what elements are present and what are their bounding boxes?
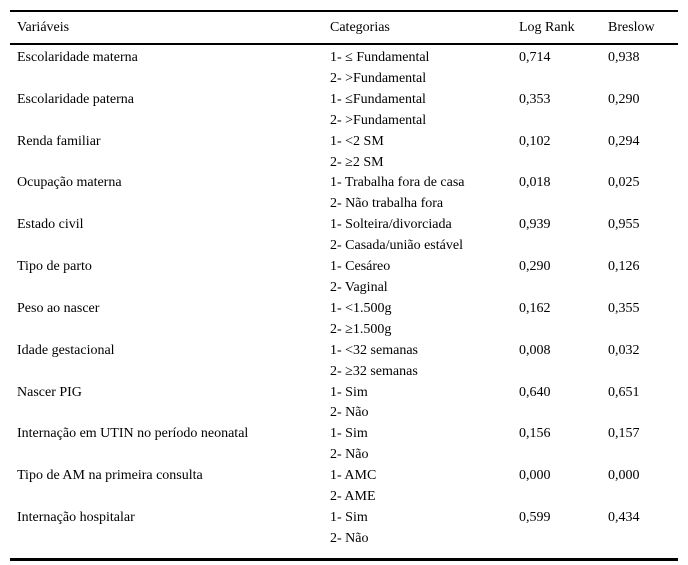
category-option-2: 2- Vaginal xyxy=(330,279,388,295)
category-option-2: 2- Não trabalha fora xyxy=(330,196,444,212)
log-rank-value: 0,290 xyxy=(519,259,551,275)
category-option-1: 1- ≤Fundamental xyxy=(330,91,426,107)
category-list: 1- Solteira/divorciada 2- Casada/união e… xyxy=(330,215,519,257)
table-row: Escolaridade paterna 1- ≤Fundamental 2- … xyxy=(17,90,678,132)
breslow-value: 0,157 xyxy=(608,426,640,442)
category-list: 1- ≤Fundamental 2- >Fundamental xyxy=(330,90,519,132)
breslow-value: 0,126 xyxy=(608,259,640,275)
table-row: Estado civil 1- Solteira/divorciada 2- C… xyxy=(17,215,678,257)
variable-name: Internação em UTIN no período neonatal xyxy=(17,426,249,442)
table-row: Internação em UTIN no período neonatal 1… xyxy=(17,424,678,466)
category-option-1: 1- ≤ Fundamental xyxy=(330,50,430,65)
column-header-variaveis: Variáveis xyxy=(17,20,70,35)
table-row: Tipo de parto 1- Cesáreo 2- Vaginal 0,29… xyxy=(17,257,678,299)
variable-name: Renda familiar xyxy=(17,133,101,149)
variable-name: Escolaridade materna xyxy=(17,50,138,65)
variable-name: Tipo de AM na primeira consulta xyxy=(17,468,203,484)
category-list: 1- <2 SM 2- ≥2 SM xyxy=(330,132,519,174)
variable-name: Escolaridade paterna xyxy=(17,91,134,107)
log-rank-value: 0,353 xyxy=(519,91,551,107)
log-rank-value: 0,714 xyxy=(519,50,551,65)
category-option-2: 2- AME xyxy=(330,489,376,505)
category-option-1: 1- Sim xyxy=(330,509,368,525)
breslow-value: 0,025 xyxy=(608,175,640,191)
table-row: Peso ao nascer 1- <1.500g 2- ≥1.500g 0,1… xyxy=(17,299,678,341)
breslow-value: 0,294 xyxy=(608,133,640,149)
variable-name: Internação hospitalar xyxy=(17,509,135,525)
log-rank-value: 0,102 xyxy=(519,133,551,149)
variable-name: Peso ao nascer xyxy=(17,300,100,316)
category-option-1: 1- <32 semanas xyxy=(330,342,418,358)
variable-name: Ocupação materna xyxy=(17,175,122,191)
category-option-1: 1- Sim xyxy=(330,384,368,400)
table-row: Renda familiar 1- <2 SM 2- ≥2 SM 0,102 0… xyxy=(17,132,678,174)
category-list: 1- <1.500g 2- ≥1.500g xyxy=(330,299,519,341)
table-row: Nascer PIG 1- Sim 2- Não 0,640 0,651 xyxy=(17,383,678,425)
category-option-2: 2- Não xyxy=(330,530,369,546)
log-rank-value: 0,018 xyxy=(519,175,551,191)
category-list: 1- <32 semanas 2- ≥32 semanas xyxy=(330,341,519,383)
log-rank-value: 0,162 xyxy=(519,300,551,316)
category-option-2: 2- ≥2 SM xyxy=(330,154,384,170)
category-option-1: 1- Sim xyxy=(330,426,368,442)
category-option-2: 2- ≥1.500g xyxy=(330,321,392,337)
breslow-value: 0,000 xyxy=(608,468,640,484)
category-option-1: 1- <2 SM xyxy=(330,133,384,149)
category-list: 1- Sim 2- Não xyxy=(330,508,519,550)
category-option-2: 2- Não xyxy=(330,405,369,421)
variable-name: Tipo de parto xyxy=(17,259,92,275)
breslow-value: 0,651 xyxy=(608,384,640,400)
variable-name: Nascer PIG xyxy=(17,384,82,400)
category-list: 1- ≤ Fundamental 2- >Fundamental xyxy=(330,48,519,90)
breslow-value: 0,355 xyxy=(608,300,640,316)
column-header-breslow: Breslow xyxy=(608,20,655,35)
log-rank-value: 0,156 xyxy=(519,426,551,442)
log-rank-value: 0,599 xyxy=(519,509,551,525)
category-option-2: 2- Casada/união estável xyxy=(330,238,463,254)
breslow-value: 0,955 xyxy=(608,217,640,233)
breslow-value: 0,032 xyxy=(608,342,640,358)
table-row: Escolaridade materna 1- ≤ Fundamental 2-… xyxy=(17,48,678,90)
table-body: Escolaridade materna 1- ≤ Fundamental 2-… xyxy=(10,45,678,558)
category-list: 1- Sim 2- Não xyxy=(330,424,519,466)
table-row: Ocupação materna 1- Trabalha fora de cas… xyxy=(17,173,678,215)
category-list: 1- AMC 2- AME xyxy=(330,466,519,508)
category-list: 1- Sim 2- Não xyxy=(330,383,519,425)
category-option-1: 1- Solteira/divorciada xyxy=(330,217,452,233)
column-header-log-rank: Log Rank xyxy=(519,20,575,35)
log-rank-value: 0,939 xyxy=(519,217,551,233)
category-option-2: 2- Não xyxy=(330,447,369,463)
table-row: Idade gestacional 1- <32 semanas 2- ≥32 … xyxy=(17,341,678,383)
category-option-1: 1- <1.500g xyxy=(330,300,392,316)
variable-name: Estado civil xyxy=(17,217,84,233)
log-rank-value: 0,640 xyxy=(519,384,551,400)
table-row: Internação hospitalar 1- Sim 2- Não 0,59… xyxy=(17,508,678,550)
table-header-row: Variáveis Categorias Log Rank Breslow xyxy=(10,12,678,45)
breslow-value: 0,290 xyxy=(608,91,640,107)
breslow-value: 0,434 xyxy=(608,509,640,525)
breslow-value: 0,938 xyxy=(608,50,640,65)
variable-name: Idade gestacional xyxy=(17,342,115,358)
category-list: 1- Cesáreo 2- Vaginal xyxy=(330,257,519,299)
table-row: Tipo de AM na primeira consulta 1- AMC 2… xyxy=(17,466,678,508)
category-option-1: 1- Trabalha fora de casa xyxy=(330,175,465,191)
log-rank-value: 0,008 xyxy=(519,342,551,358)
category-option-2: 2- >Fundamental xyxy=(330,112,427,128)
category-list: 1- Trabalha fora de casa 2- Não trabalha… xyxy=(330,173,519,215)
category-option-2: 2- ≥32 semanas xyxy=(330,363,418,379)
log-rank-value: 0,000 xyxy=(519,468,551,484)
category-option-2: 2- >Fundamental xyxy=(330,70,427,86)
column-header-categorias: Categorias xyxy=(330,20,390,35)
statistics-table: Variáveis Categorias Log Rank Breslow Es… xyxy=(10,10,678,561)
category-option-1: 1- Cesáreo xyxy=(330,259,391,275)
category-option-1: 1- AMC xyxy=(330,468,377,484)
